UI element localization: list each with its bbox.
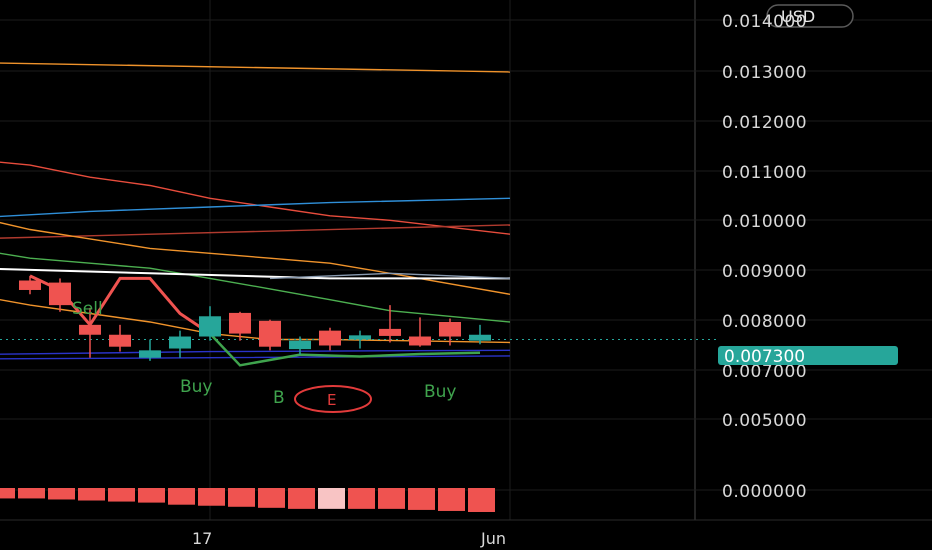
currency-label: USD: [781, 7, 815, 26]
price-tick-label: 0.005000: [722, 411, 807, 431]
histogram-bar: [378, 488, 405, 509]
current-price-label: 0.007300: [724, 347, 805, 367]
indicator-line: [0, 349, 511, 355]
candle-body: [79, 324, 101, 335]
histogram-bar: [108, 488, 135, 502]
candle[interactable]: [289, 336, 311, 355]
candle-body: [199, 316, 221, 337]
candle[interactable]: [379, 305, 401, 343]
indicator-line: [0, 62, 511, 73]
time-label-jun: Jun: [480, 529, 506, 548]
histogram-bar: [258, 488, 285, 508]
price-tick-label: 0.000000: [722, 482, 807, 502]
candle-body: [289, 340, 311, 350]
indicator-line: [0, 197, 511, 218]
histogram-bar: [78, 488, 105, 501]
time-label-17: 17: [192, 529, 212, 548]
price-tick-label: 0.008000: [722, 312, 807, 332]
histogram-bar: [198, 488, 225, 506]
candle[interactable]: [139, 339, 161, 361]
candle[interactable]: [349, 330, 371, 349]
histogram-bar: [438, 488, 465, 511]
current-price-badge: [718, 346, 898, 365]
support-path: [209, 332, 481, 367]
candle-body: [49, 282, 71, 306]
indicator-line: [0, 161, 511, 235]
histogram-bar: [348, 488, 375, 509]
candle-body: [349, 335, 371, 340]
indicator-line: [0, 221, 511, 295]
candle[interactable]: [409, 317, 431, 347]
indicator-line: [0, 252, 511, 323]
candle[interactable]: [229, 311, 251, 341]
candle-body: [409, 336, 431, 346]
histogram-bar: [0, 488, 15, 499]
e-signal-circle: [294, 385, 372, 413]
histogram: [0, 488, 495, 512]
histogram-bar: [408, 488, 435, 510]
candle[interactable]: [469, 324, 491, 345]
indicator-lines: [0, 62, 718, 360]
candle-body: [259, 320, 281, 347]
indicator-line: [0, 268, 510, 280]
candle-body: [319, 330, 341, 346]
time-axis: 17 Jun: [192, 529, 506, 548]
signal-labels: Sell Buy B Buy E: [72, 299, 457, 413]
candle-body: [439, 321, 461, 337]
candle-body: [19, 280, 41, 290]
candle-body: [379, 328, 401, 336]
histogram-bar: [228, 488, 255, 507]
price-tick-label: 0.014000: [722, 12, 807, 32]
candle[interactable]: [79, 307, 101, 358]
buy-signal-label: Buy: [180, 377, 213, 397]
grid: [0, 0, 932, 521]
indicator-line: [269, 272, 511, 280]
candle[interactable]: [199, 306, 221, 341]
candle[interactable]: [439, 318, 461, 346]
price-axis[interactable]: USD 0.014000 0.013000 0.012000 0.011000 0.01…: [722, 4, 854, 502]
price-tick-label: 0.010000: [722, 212, 807, 232]
histogram-bar: [18, 488, 45, 499]
candle-body: [139, 350, 161, 358]
histogram-bar: [48, 488, 75, 500]
price-tick-label: 0.013000: [722, 63, 807, 83]
candle[interactable]: [259, 319, 281, 351]
candle[interactable]: [19, 275, 41, 295]
current-price-tag: 0.007300: [718, 346, 898, 367]
indicator-line: [0, 224, 511, 239]
b-signal-label: B: [273, 388, 285, 408]
price-tick-label: 0.012000: [722, 113, 807, 133]
candle-body: [169, 336, 191, 349]
price-tick-label: 0.007000: [722, 362, 807, 382]
histogram-bar: [288, 488, 315, 509]
price-tick-label: 0.011000: [722, 163, 807, 183]
price-tick-label: 0.009000: [722, 262, 807, 282]
histogram-bar: [318, 488, 345, 509]
e-signal-label: E: [327, 391, 336, 409]
candle-body: [469, 334, 491, 341]
candle[interactable]: [49, 278, 71, 312]
candle[interactable]: [169, 330, 191, 358]
candle-body: [229, 312, 251, 334]
buy-signal-label-2: Buy: [424, 382, 457, 402]
sell-signal-label: Sell: [72, 299, 103, 319]
currency-badge-frame: [766, 4, 854, 28]
indicator-line: [0, 355, 511, 360]
currency-badge[interactable]: USD: [766, 4, 854, 28]
candle[interactable]: [109, 324, 131, 352]
candle-body: [109, 334, 131, 347]
histogram-bar: [468, 488, 495, 512]
histogram-bar: [138, 488, 165, 503]
histogram-bar: [168, 488, 195, 505]
candle[interactable]: [319, 327, 341, 351]
candles[interactable]: [19, 275, 491, 361]
